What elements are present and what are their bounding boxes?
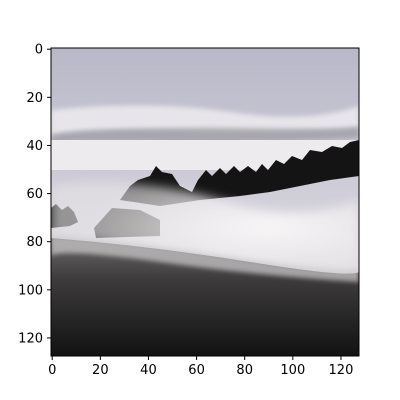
x-tick-label: 60: [188, 363, 205, 378]
y-tick-label: 20: [26, 91, 43, 106]
plot-frame: [50, 47, 360, 357]
x-tick-label: 0: [48, 363, 56, 378]
y-tick-label: 100: [18, 283, 43, 298]
y-axis: 0 20 40 60 80 100 120: [18, 43, 51, 346]
x-tick-label: 100: [280, 363, 305, 378]
y-tick-label: 0: [35, 43, 43, 58]
photo-image: [51, 48, 359, 356]
x-tick-label: 80: [236, 363, 253, 378]
y-tick-label: 120: [18, 331, 43, 346]
fog-bank: [51, 183, 359, 272]
x-tick-label: 20: [92, 363, 109, 378]
x-tick-label: 40: [140, 363, 157, 378]
x-axis: 0 20 40 60 80 100 120: [48, 356, 353, 378]
x-tick-label: 120: [329, 363, 354, 378]
y-tick-label: 40: [26, 139, 43, 154]
ground-fog-edge: [51, 236, 359, 282]
y-tick-label: 80: [26, 235, 43, 250]
y-tick-label: 60: [26, 187, 43, 202]
tree-line: [120, 140, 359, 206]
